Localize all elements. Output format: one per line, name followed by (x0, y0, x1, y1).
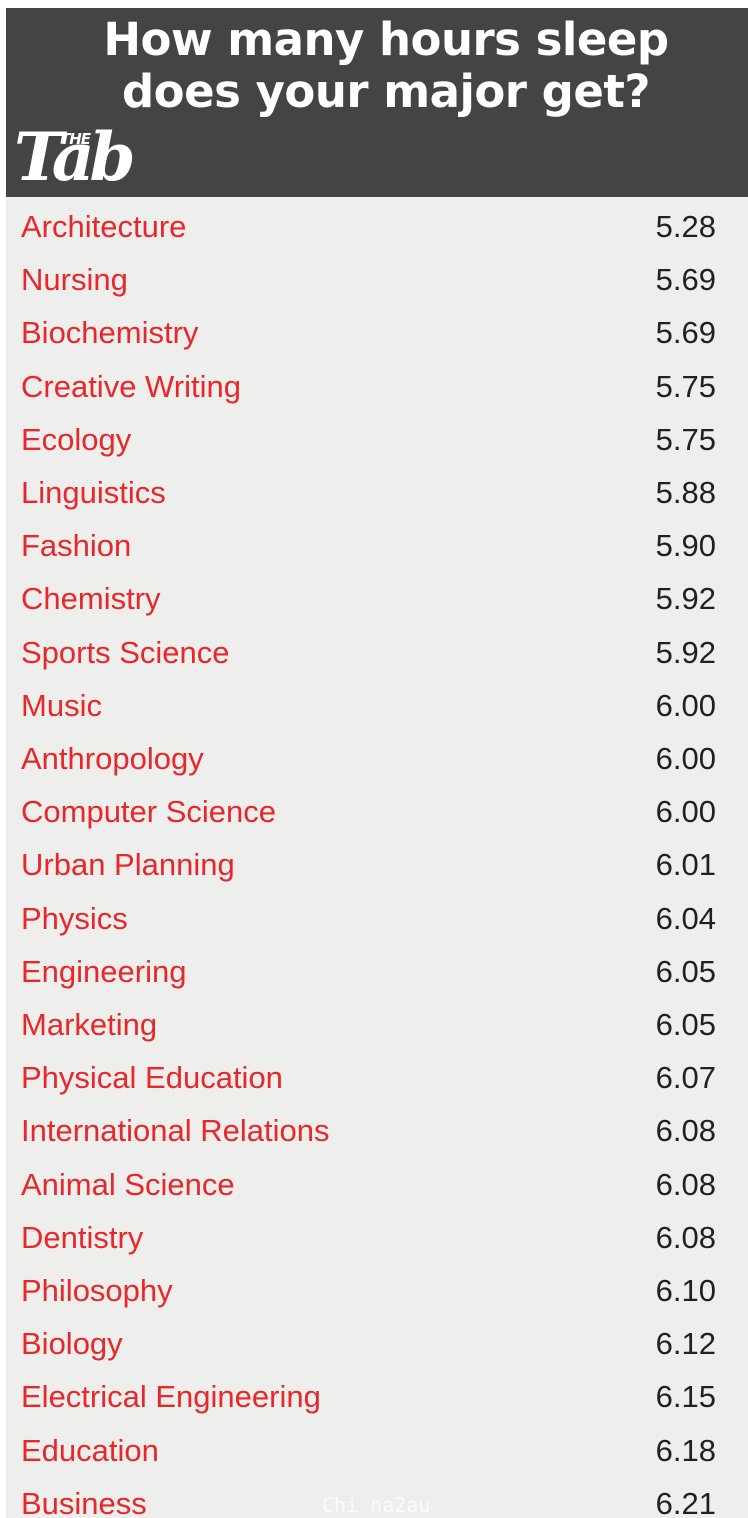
hours-value: 5.88 (655, 475, 716, 510)
hours-value: 6.21 (655, 1485, 716, 1518)
hours-value: 6.18 (655, 1432, 716, 1468)
table-row: Chemistry 5.92 (6, 569, 748, 622)
table-row: Anthropology 6.00 (6, 729, 748, 782)
major-label: Architecture (21, 209, 187, 244)
table-row: Nursing 5.69 (6, 250, 748, 303)
hours-value: 6.04 (655, 900, 716, 936)
hours-value: 6.00 (655, 687, 716, 723)
logo-the: THE (60, 130, 91, 148)
table-row: Business 6.21 (6, 1474, 748, 1518)
major-label: Creative Writing (21, 368, 241, 404)
hours-value: 6.15 (655, 1379, 716, 1415)
major-label: Anthropology (21, 741, 204, 776)
hours-value: 5.92 (655, 634, 716, 670)
major-label: Marketing (21, 1007, 158, 1042)
major-label: Dentistry (21, 1219, 144, 1255)
table-row: Linguistics 5.88 (6, 463, 748, 516)
major-label: Business (21, 1485, 147, 1518)
table-row: Sports Science 5.92 (6, 623, 748, 676)
table-row: Animal Science 6.08 (6, 1155, 748, 1208)
table-row: Engineering 6.05 (6, 942, 748, 995)
hours-value: 6.05 (655, 953, 716, 989)
table-row: Education 6.18 (6, 1421, 748, 1474)
logo-wordmark: Tab (14, 118, 136, 196)
chart-title: How many hours sleep does your major get… (6, 14, 748, 118)
hours-value: 6.00 (655, 741, 716, 776)
table-row: Dentistry 6.08 (6, 1208, 748, 1261)
hours-value: 5.69 (655, 262, 716, 298)
major-label: Biochemistry (21, 315, 199, 351)
watermark: Chi na2au (322, 1493, 431, 1517)
table-row: Biochemistry 5.69 (6, 303, 748, 356)
table-row: Urban Planning 6.01 (6, 835, 748, 888)
major-label: Animal Science (21, 1166, 235, 1202)
header-banner: How many hours sleep does your major get… (6, 8, 748, 197)
major-label: Linguistics (21, 475, 166, 510)
table-row: Electrical Engineering 6.15 (6, 1367, 748, 1420)
the-tab-logo: Tab THE (14, 118, 154, 198)
title-line-1: How many hours sleep (103, 13, 669, 66)
major-label: Nursing (21, 262, 128, 298)
hours-value: 6.00 (655, 794, 716, 830)
major-label: International Relations (21, 1113, 330, 1149)
table-row: Physical Education 6.07 (6, 1048, 748, 1101)
hours-value: 5.28 (655, 209, 716, 244)
table-row: Architecture 5.28 (6, 197, 748, 250)
table-row: Biology 6.12 (6, 1314, 748, 1367)
table-row: Physics 6.04 (6, 889, 748, 942)
hours-value: 5.90 (655, 528, 716, 564)
hours-value: 6.05 (655, 1007, 716, 1042)
hours-value: 6.08 (655, 1113, 716, 1149)
title-line-2: does your major get? (121, 65, 651, 118)
table-row: Creative Writing 5.75 (6, 357, 748, 410)
hours-value: 5.75 (655, 421, 716, 457)
major-label: Electrical Engineering (21, 1379, 321, 1415)
major-label: Chemistry (21, 581, 161, 617)
hours-value: 5.92 (655, 581, 716, 617)
major-label: Sports Science (21, 634, 230, 670)
hours-value: 6.08 (655, 1166, 716, 1202)
major-label: Ecology (21, 421, 132, 457)
major-label: Fashion (21, 528, 132, 564)
sleep-table: Architecture 5.28 Nursing 5.69 Biochemistry 5… (6, 197, 748, 1518)
major-label: Physics (21, 900, 128, 936)
table-row: Ecology 5.75 (6, 410, 748, 463)
major-label: Computer Science (21, 794, 277, 830)
major-label: Music (21, 687, 102, 723)
hours-value: 5.69 (655, 315, 716, 351)
table-row: Philosophy 6.10 (6, 1261, 748, 1314)
hours-value: 6.12 (655, 1326, 716, 1362)
major-label: Urban Planning (21, 847, 235, 883)
table-row: Marketing 6.05 (6, 995, 748, 1048)
major-label: Biology (21, 1326, 123, 1362)
table-row: International Relations 6.08 (6, 1101, 748, 1154)
major-label: Philosophy (21, 1273, 173, 1308)
hours-value: 6.08 (655, 1219, 716, 1255)
hours-value: 6.01 (655, 847, 716, 883)
table-row: Computer Science 6.00 (6, 782, 748, 835)
major-label: Engineering (21, 953, 187, 989)
table-row: Fashion 5.90 (6, 516, 748, 569)
table-row: Music 6.00 (6, 676, 748, 729)
hours-value: 6.10 (655, 1273, 716, 1308)
hours-value: 5.75 (655, 368, 716, 404)
hours-value: 6.07 (655, 1060, 716, 1096)
major-label: Education (21, 1432, 159, 1468)
major-label: Physical Education (21, 1060, 283, 1096)
